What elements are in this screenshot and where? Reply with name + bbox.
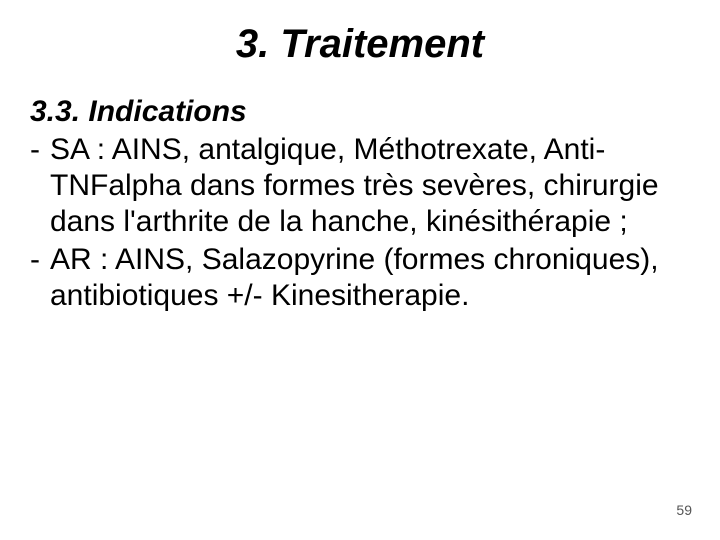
bullet-dash: - [30, 242, 50, 278]
bullet-dash: - [30, 132, 50, 168]
bullet-text: AR : AINS, Salazopyrine (formes chroniqu… [50, 242, 690, 314]
bullet-item: - AR : AINS, Salazopyrine (formes chroni… [30, 242, 690, 314]
slide-title: 3. Traitement [30, 20, 690, 68]
slide: 3. Traitement 3.3. Indications - SA : AI… [0, 0, 720, 540]
slide-content: 3.3. Indications - SA : AINS, antalgique… [30, 94, 690, 314]
bullet-text: SA : AINS, antalgique, Méthotrexate, Ant… [50, 132, 690, 240]
page-number: 59 [676, 502, 692, 518]
bullet-item: - SA : AINS, antalgique, Méthotrexate, A… [30, 132, 690, 240]
slide-subheading: 3.3. Indications [30, 94, 690, 130]
